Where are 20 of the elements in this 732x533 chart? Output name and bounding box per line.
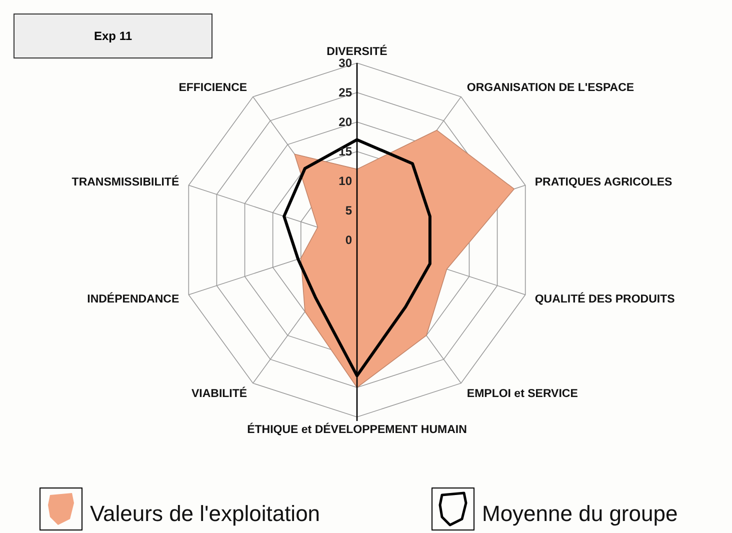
spoke-label: QUALITÉ DES PRODUITS xyxy=(534,291,676,306)
y-tick-label: 0 xyxy=(345,232,352,247)
spoke-label: INDÉPENDANCE xyxy=(87,291,180,306)
y-tick-label: 25 xyxy=(338,85,352,100)
legend-label: Valeurs de l'exploitation xyxy=(90,501,320,526)
y-tick-label: 15 xyxy=(338,144,352,158)
y-tick-label: 20 xyxy=(338,114,352,129)
chart-title: Exp 11 xyxy=(94,29,132,43)
y-tick-label: 5 xyxy=(345,203,352,218)
spoke-label: VIABILITÉ xyxy=(191,386,248,400)
spoke-label: PRATIQUES AGRICOLES xyxy=(534,176,673,189)
spoke-label: EMPLOI et SERVICE xyxy=(466,388,578,400)
legend-label: Moyenne du groupe xyxy=(482,501,678,526)
spoke-label: EFFICIENCE xyxy=(178,82,248,94)
spoke-label: ÉTHIQUE et DÉVELOPPEMENT HUMAIN xyxy=(247,422,467,436)
spoke-label: DIVERSITÉ xyxy=(326,44,388,58)
spoke-label: TRANSMISSIBILITÉ xyxy=(72,174,180,189)
y-tick-label: 10 xyxy=(338,174,352,188)
y-tick-label: 30 xyxy=(338,56,352,70)
spoke-label: ORGANISATION DE L'ESPACE xyxy=(466,82,634,94)
